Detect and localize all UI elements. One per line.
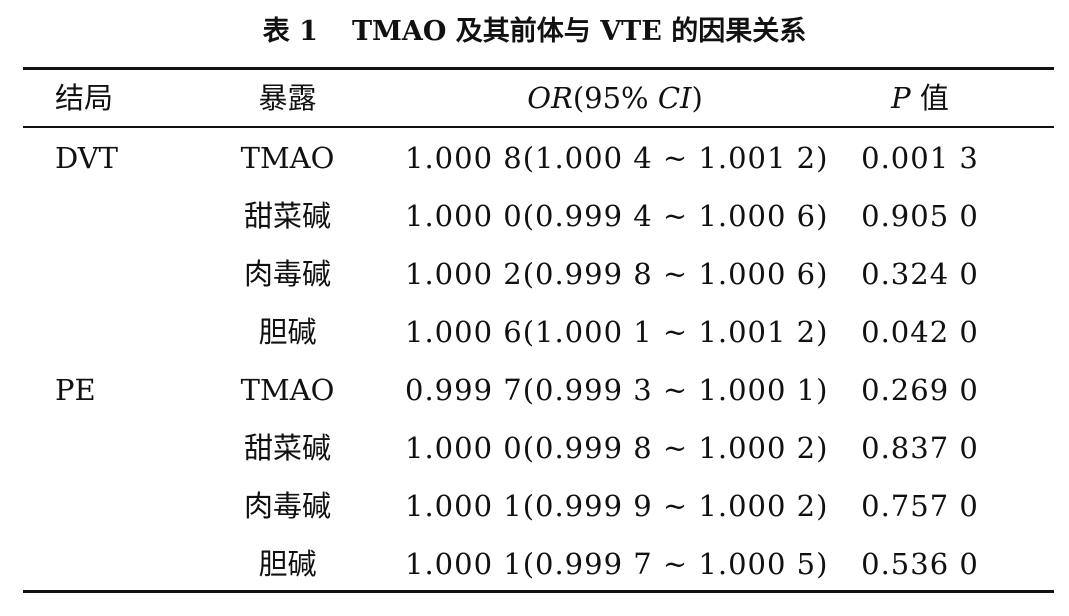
- cell-exposure: 肉毒碱: [243, 257, 331, 291]
- cell-p: 0.042 0: [861, 315, 979, 349]
- table-caption: 表 1 TMAO 及其前体与 VTE 的因果关系: [0, 14, 1069, 50]
- cell-or: 1.000 1(0.999 9 ~ 1.000 2): [405, 489, 829, 523]
- header-p: P 值: [850, 78, 990, 118]
- cell-or: 0.999 7(0.999 3 ~ 1.000 1): [405, 373, 829, 407]
- cell-exposure: 胆碱: [258, 547, 317, 581]
- cell-or: 1.000 1(0.999 7 ~ 1.000 5): [405, 547, 829, 581]
- bottom-rule: [23, 590, 1054, 593]
- header-rule: [23, 126, 1054, 128]
- cell-or: 1.000 0(0.999 4 ~ 1.000 6): [405, 199, 829, 233]
- table-title: TMAO 及其前体与 VTE 的因果关系: [351, 16, 807, 47]
- header-or: OR(95% CI): [405, 78, 825, 118]
- cell-p: 0.269 0: [861, 373, 979, 407]
- cell-exposure: TMAO: [240, 373, 335, 407]
- cell-p: 0.905 0: [861, 199, 979, 233]
- cell-p: 0.536 0: [861, 547, 979, 581]
- cell-or: 1.000 0(0.999 8 ~ 1.000 2): [405, 431, 829, 465]
- cell-p: 0.837 0: [861, 431, 979, 465]
- header-p-suffix: 值: [910, 81, 949, 115]
- header-or-label: OR: [527, 81, 573, 115]
- header-exposure: 暴露: [258, 81, 317, 115]
- cell-exposure: TMAO: [240, 141, 335, 175]
- cell-outcome: DVT: [55, 141, 119, 175]
- cell-or: 1.000 8(1.000 4 ~ 1.001 2): [405, 141, 829, 175]
- cell-exposure: 胆碱: [258, 315, 317, 349]
- header-or-close: ): [691, 81, 703, 115]
- cell-p: 0.001 3: [861, 141, 979, 175]
- cell-or: 1.000 2(0.999 8 ~ 1.000 6): [405, 257, 829, 291]
- header-or-paren: (95%: [572, 81, 649, 115]
- cell-exposure: 肉毒碱: [243, 489, 331, 523]
- header-p-label: P: [891, 81, 911, 115]
- cell-p: 0.324 0: [861, 257, 979, 291]
- header-ci-label: CI: [657, 81, 692, 115]
- cell-exposure: 甜菜碱: [243, 199, 331, 233]
- cell-exposure: 甜菜碱: [243, 431, 331, 465]
- cell-outcome: PE: [55, 373, 96, 407]
- cell-or: 1.000 6(1.000 1 ~ 1.001 2): [405, 315, 829, 349]
- cell-p: 0.757 0: [861, 489, 979, 523]
- table-number: 表 1: [262, 16, 318, 47]
- header-outcome: 结局: [55, 81, 114, 115]
- top-rule: [23, 67, 1054, 70]
